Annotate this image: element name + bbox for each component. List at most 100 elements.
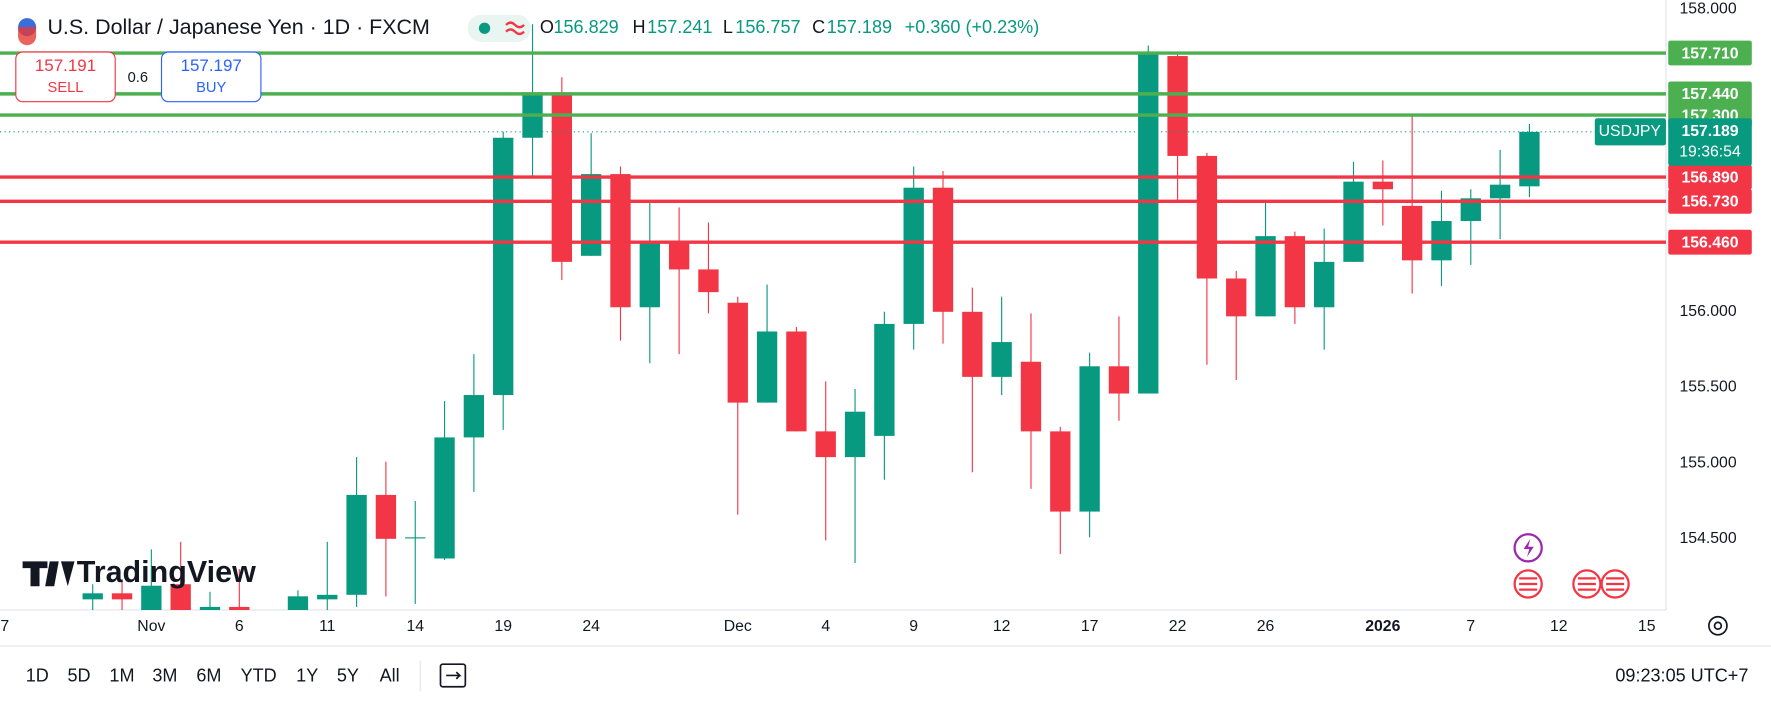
x-tick-label: 24 <box>582 618 600 635</box>
ohlc-label: L <box>723 17 733 37</box>
watermark-logo <box>22 561 75 587</box>
candle-body <box>874 323 895 436</box>
symbol-tag-label: USDJPY <box>1599 123 1662 140</box>
price-change: +0.360 (+0.23%) <box>905 17 1040 37</box>
candle-body <box>668 242 690 270</box>
range-button[interactable]: 1Y <box>296 665 318 685</box>
candle-body <box>1401 205 1423 261</box>
candle-body <box>1284 236 1306 308</box>
level-label: 156.460 <box>1681 234 1738 251</box>
symbol-title: U.S. Dollar / Japanese Yen · 1D · FXCM <box>47 15 429 39</box>
candle-body <box>639 242 660 308</box>
candle-body <box>1372 181 1393 190</box>
y-tick-label: 158.000 <box>1680 0 1737 17</box>
candle-body <box>199 606 221 610</box>
candle-body <box>1050 431 1071 512</box>
x-tick-label: 17 <box>1081 618 1099 635</box>
candle-body <box>111 593 133 600</box>
event-bolt <box>1523 538 1534 557</box>
sell-price: 157.191 <box>35 56 96 75</box>
x-tick-label: 15 <box>1638 618 1656 635</box>
candle-body <box>1460 198 1481 222</box>
settings-icon[interactable] <box>1708 615 1728 636</box>
candle-body <box>141 585 162 610</box>
candle-body <box>991 342 1012 377</box>
y-tick-label: 155.000 <box>1680 454 1737 471</box>
candle-body <box>434 437 455 559</box>
range-button[interactable]: 1M <box>109 665 134 685</box>
level-label: 156.890 <box>1681 169 1738 186</box>
x-tick-label: 6 <box>235 618 244 635</box>
gear <box>1708 615 1728 636</box>
date-range-button[interactable] <box>439 663 467 688</box>
range-button[interactable]: YTD <box>241 665 277 685</box>
range-button[interactable]: 6M <box>196 665 221 685</box>
range-button[interactable]: 5D <box>68 665 91 685</box>
watermark: TradingView <box>77 555 256 589</box>
ohlc-label: C <box>812 17 825 37</box>
x-tick-label: Nov <box>137 618 165 635</box>
countdown: 19:36:54 <box>1679 143 1741 160</box>
candle-body <box>229 606 250 610</box>
candle-body <box>756 331 778 403</box>
symbol-tag <box>1594 118 1666 146</box>
level-label-box <box>1668 164 1752 190</box>
range-button[interactable]: All <box>380 665 400 685</box>
candle-body <box>698 269 719 293</box>
buy-label: BUY <box>196 80 226 96</box>
last-price-label: 157.189 <box>1681 123 1738 140</box>
calendar-arrow <box>446 671 462 680</box>
ohlc-value: 157.241 <box>647 17 712 37</box>
candle-body <box>82 593 103 600</box>
sell-button[interactable] <box>15 51 116 103</box>
ohlc-value: 156.757 <box>735 17 800 37</box>
y-tick-label: 155.500 <box>1680 379 1737 396</box>
candle-body <box>463 395 485 438</box>
candle-body <box>1079 366 1100 512</box>
level-label: 157.440 <box>1681 86 1738 103</box>
y-tick-label: 156.000 <box>1680 303 1737 320</box>
ohlc-value: 157.189 <box>827 17 892 37</box>
candle-body <box>375 494 397 539</box>
candle-body <box>405 537 426 539</box>
x-tick-label: 19 <box>494 618 512 635</box>
x-tick-label: 26 <box>1257 618 1275 635</box>
level-label-box <box>1668 40 1752 66</box>
candle-body <box>317 594 338 600</box>
range-button[interactable]: 5Y <box>337 665 359 685</box>
candle-body <box>1196 155 1218 279</box>
calendar-icon <box>439 663 467 688</box>
status-pill[interactable] <box>467 14 531 42</box>
ohlc-value: 156.829 <box>553 17 618 37</box>
candle-body <box>1489 184 1511 199</box>
buy-price: 157.197 <box>181 56 242 75</box>
event-flags <box>1513 569 1630 599</box>
candle-body <box>815 431 836 458</box>
x-tick-label: Dec <box>724 618 752 635</box>
candle-body <box>932 187 954 312</box>
candle-body <box>786 331 807 432</box>
candle-body <box>727 302 748 403</box>
x-tick-label: 9 <box>909 618 918 635</box>
candle-body <box>1314 261 1335 308</box>
x-tick-label: 11 <box>319 618 336 635</box>
clock: 09:23:05 UTC+7 <box>1615 665 1748 685</box>
gear-center <box>1713 621 1723 631</box>
buy-button[interactable] <box>160 51 262 103</box>
level-label: 156.730 <box>1681 194 1738 211</box>
level-label-box <box>1668 229 1752 255</box>
candle-body <box>903 187 924 324</box>
candle-body <box>170 584 191 610</box>
x-tick-label: 7 <box>1466 618 1475 635</box>
overlay: U.S. Dollar / Japanese Yen · 1D · FXCM O… <box>0 0 1752 692</box>
ohlc-label: O <box>540 17 554 37</box>
x-tick-label: 12 <box>993 618 1011 635</box>
range-button[interactable]: 3M <box>152 665 177 685</box>
sell-label: SELL <box>48 80 84 96</box>
x-tick-label: 22 <box>1169 618 1187 635</box>
candle-body <box>1255 236 1276 317</box>
range-button[interactable]: 1D <box>26 665 49 685</box>
candle-body <box>1226 278 1247 317</box>
spread: 0.6 <box>128 70 148 86</box>
